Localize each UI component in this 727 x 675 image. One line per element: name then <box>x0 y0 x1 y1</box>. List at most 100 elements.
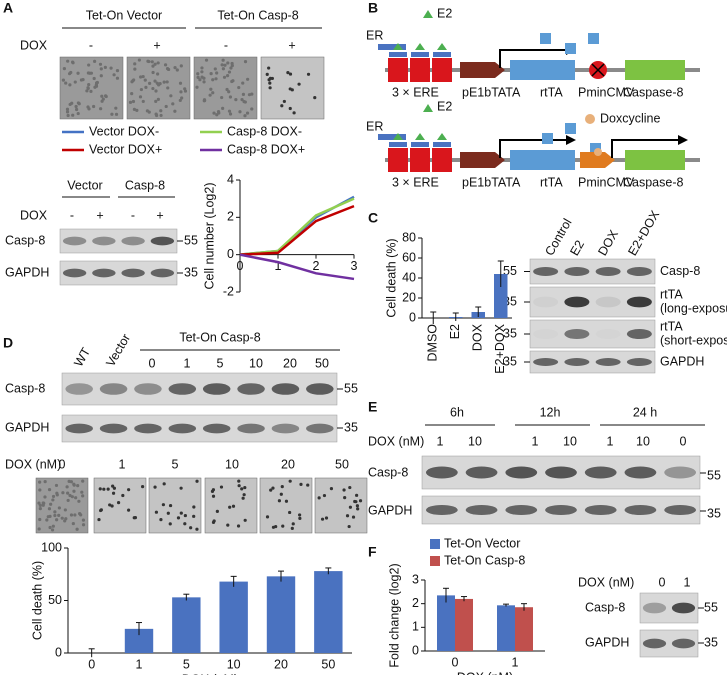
label: DOX (nM) <box>578 575 634 589</box>
dox-molecule <box>594 148 602 156</box>
label: 10 <box>225 457 239 471</box>
cell <box>274 524 278 529</box>
cell <box>127 488 131 492</box>
label: Tet-On Casp-8 <box>179 330 260 344</box>
cell <box>51 494 56 499</box>
legend-label: Casp-8 DOX+ <box>227 142 305 156</box>
cell <box>231 504 236 508</box>
cell <box>236 524 241 528</box>
cell <box>228 112 233 116</box>
cell <box>138 95 143 99</box>
data-line <box>239 197 355 256</box>
band <box>533 358 559 366</box>
bar <box>515 607 533 651</box>
cell <box>41 503 45 507</box>
cell <box>159 518 163 522</box>
cell <box>121 493 125 498</box>
cell <box>268 81 272 85</box>
label: GAPDH <box>5 420 49 434</box>
promoter <box>460 152 505 168</box>
cell <box>154 89 158 93</box>
label: PminCMV <box>578 85 635 99</box>
error-bar <box>430 311 437 324</box>
cell <box>154 510 159 514</box>
band <box>626 267 652 276</box>
data-line <box>239 204 355 256</box>
label: Casp-8 <box>660 264 700 278</box>
cell <box>178 81 183 85</box>
cell <box>245 111 250 115</box>
cell <box>351 515 356 519</box>
cell <box>108 503 112 507</box>
panel-label: E <box>368 399 377 415</box>
rtta-gene <box>510 150 575 170</box>
cell <box>173 66 177 70</box>
blot <box>529 286 656 318</box>
band <box>642 638 667 649</box>
label: 1 <box>532 434 539 448</box>
cell <box>151 64 155 68</box>
cell <box>288 106 292 111</box>
cell <box>112 73 116 77</box>
cell <box>198 78 202 82</box>
band <box>505 504 538 516</box>
cell <box>348 505 353 509</box>
er-dimer <box>389 142 407 147</box>
band <box>65 423 93 434</box>
cell <box>288 510 292 515</box>
legend-swatch <box>430 556 440 566</box>
cell <box>156 72 160 76</box>
cell <box>68 83 72 87</box>
cell <box>176 516 181 520</box>
cell <box>179 90 183 94</box>
label: 20 <box>281 457 295 471</box>
data-line <box>239 253 355 281</box>
legend-swatch <box>430 539 440 549</box>
cell <box>202 76 206 80</box>
cell <box>111 484 115 488</box>
cell <box>69 513 74 517</box>
label: rtTA <box>660 319 683 333</box>
label: Vector <box>67 178 102 192</box>
label: 0 <box>149 356 156 370</box>
panel-label: D <box>3 335 13 351</box>
cell <box>99 67 103 71</box>
micrograph <box>59 56 124 120</box>
cell <box>227 90 231 94</box>
band <box>626 358 652 366</box>
cell <box>195 85 199 89</box>
band <box>150 236 175 246</box>
label: GAPDH <box>660 354 704 368</box>
y-tick-label: 40 <box>402 270 416 284</box>
y-tick-label: 60 <box>402 250 416 264</box>
cell <box>81 518 86 522</box>
cell <box>189 526 193 530</box>
cell <box>324 516 329 520</box>
band <box>92 236 116 246</box>
cell <box>227 70 232 74</box>
x-axis-label: DOX (nM) <box>182 672 238 675</box>
cell <box>241 92 246 96</box>
band <box>595 267 621 276</box>
cell <box>94 84 99 88</box>
label: 35 <box>503 326 517 340</box>
label: DOX <box>20 38 48 52</box>
cell <box>281 524 285 528</box>
cell <box>153 79 157 83</box>
panel-label: A <box>3 0 13 16</box>
band <box>664 504 697 516</box>
label: + <box>153 38 160 52</box>
panel-label: B <box>368 0 378 16</box>
band <box>306 423 334 434</box>
cell <box>77 499 81 503</box>
cell <box>220 95 224 100</box>
cell <box>57 506 61 510</box>
bar <box>172 597 201 653</box>
cell <box>288 87 292 91</box>
cell <box>48 514 52 518</box>
label: 10 <box>563 434 577 448</box>
cell <box>45 518 49 522</box>
label: 35 <box>344 420 358 434</box>
bar <box>494 274 508 318</box>
band <box>533 267 559 276</box>
